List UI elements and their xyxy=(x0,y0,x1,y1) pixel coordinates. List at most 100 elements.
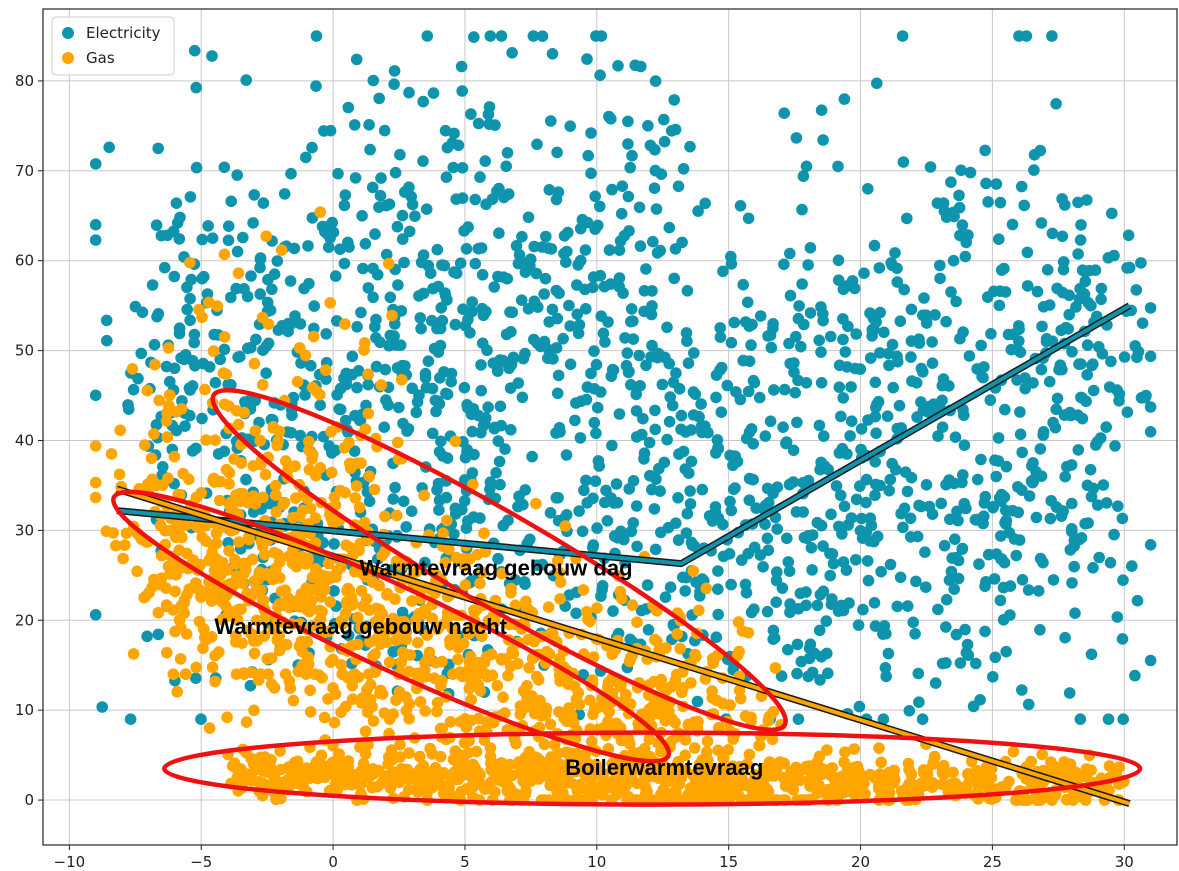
electricity-point xyxy=(949,431,962,444)
electricity-point xyxy=(148,338,161,351)
electricity-point xyxy=(465,408,478,421)
electricity-point xyxy=(379,363,392,376)
gas-point xyxy=(139,590,152,603)
electricity-point xyxy=(1116,633,1129,645)
electricity-point xyxy=(901,600,914,612)
electricity-point xyxy=(476,269,489,281)
electricity-point xyxy=(1032,585,1045,597)
electricity-point xyxy=(1117,713,1129,725)
fit-line-gas xyxy=(116,487,1131,806)
electricity-point xyxy=(495,30,508,42)
electricity-point xyxy=(218,343,231,356)
electricity-point xyxy=(1085,299,1097,312)
electricity-point xyxy=(260,367,272,380)
electricity-point xyxy=(903,705,916,717)
electricity-point xyxy=(686,539,699,551)
gas-point xyxy=(382,758,394,770)
electricity-point xyxy=(1006,218,1019,231)
electricity-point xyxy=(940,593,953,606)
gas-point xyxy=(748,784,761,797)
electricity-point xyxy=(850,493,863,506)
gas-point xyxy=(262,318,275,331)
gas-point xyxy=(419,656,431,669)
electricity-point xyxy=(152,628,165,641)
gas-point xyxy=(220,463,233,476)
gas-point xyxy=(148,428,160,440)
electricity-point xyxy=(894,315,907,328)
gas-point xyxy=(328,716,341,729)
gas-point xyxy=(299,349,312,362)
gas-point xyxy=(562,678,574,690)
electricity-point xyxy=(545,243,558,255)
gas-point xyxy=(873,742,885,754)
electricity-point xyxy=(558,230,571,242)
gas-point xyxy=(184,256,196,269)
gas-point xyxy=(374,684,387,697)
electricity-point xyxy=(603,110,615,123)
gas-point xyxy=(309,512,322,524)
electricity-point xyxy=(477,419,490,432)
electricity-point xyxy=(703,510,716,522)
electricity-point xyxy=(896,30,909,42)
electricity-point xyxy=(1025,475,1038,488)
electricity-point xyxy=(299,389,311,401)
electricity-point xyxy=(633,201,646,214)
electricity-point xyxy=(904,531,917,543)
tick-label-x: −10 xyxy=(54,853,86,871)
electricity-point xyxy=(488,281,501,293)
gas-point xyxy=(436,655,448,668)
tick-label-y: 60 xyxy=(15,252,34,270)
electricity-point xyxy=(804,242,817,254)
electricity-point xyxy=(571,308,583,321)
electricity-point xyxy=(778,107,790,119)
electricity-point xyxy=(518,576,531,588)
electricity-point xyxy=(783,337,795,350)
electricity-point xyxy=(560,449,573,461)
gas-point xyxy=(302,552,314,564)
electricity-point xyxy=(188,44,201,57)
gas-point xyxy=(674,642,686,655)
gas-point xyxy=(131,565,143,578)
electricity-point xyxy=(845,512,858,524)
gas-point xyxy=(254,434,266,447)
gas-point xyxy=(270,562,282,575)
gas-point xyxy=(152,606,165,619)
electricity-point xyxy=(648,182,661,194)
electricity-point xyxy=(1131,594,1144,607)
gas-point xyxy=(167,668,180,680)
gas-point xyxy=(313,616,325,628)
gas-point xyxy=(783,779,795,792)
electricity-point xyxy=(1084,463,1097,476)
electricity-point xyxy=(866,330,878,342)
gas-point xyxy=(280,455,292,467)
electricity-point xyxy=(630,405,643,417)
electricity-point xyxy=(815,104,828,116)
electricity-point xyxy=(612,60,624,72)
gas-point xyxy=(400,625,413,638)
electricity-point xyxy=(402,423,415,435)
electricity-point xyxy=(822,463,834,476)
gas-point xyxy=(265,678,278,690)
electricity-point xyxy=(642,624,655,636)
electricity-point xyxy=(663,221,676,234)
electricity-point xyxy=(992,432,1005,444)
gas-point xyxy=(386,309,398,322)
electricity-point xyxy=(348,119,361,131)
electricity-point xyxy=(543,184,556,196)
electricity-point xyxy=(663,357,675,370)
electricity-point xyxy=(257,344,269,357)
electricity-point xyxy=(869,489,881,502)
electricity-point xyxy=(691,695,704,708)
electricity-point xyxy=(926,357,939,370)
electricity-point xyxy=(824,569,836,582)
electricity-point xyxy=(959,623,971,636)
gas-point xyxy=(304,706,317,718)
electricity-point xyxy=(343,241,355,253)
gas-point xyxy=(449,745,462,757)
electricity-point xyxy=(984,394,997,406)
electricity-point xyxy=(434,372,446,384)
gas-point xyxy=(748,769,761,781)
electricity-point xyxy=(512,257,525,270)
electricity-point xyxy=(768,384,780,396)
